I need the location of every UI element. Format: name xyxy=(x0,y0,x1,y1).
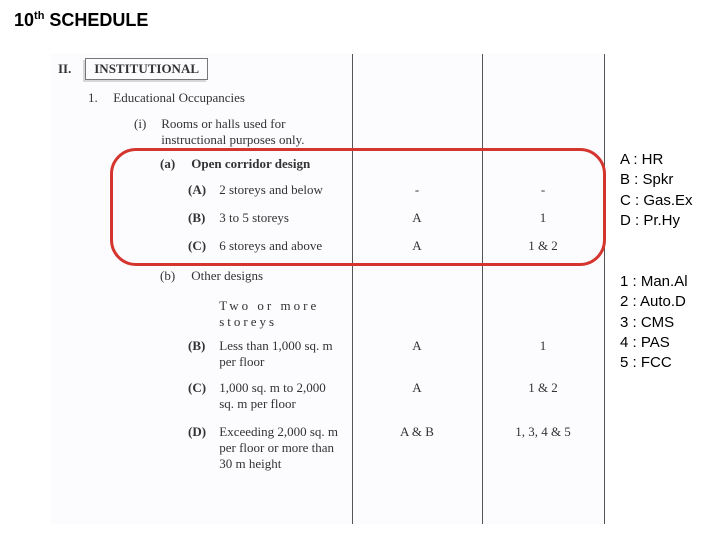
legend-A: A : HR xyxy=(620,150,693,170)
row-bD-col3: 1, 3, 4 & 5 xyxy=(482,424,604,440)
sub-a-paren: (a) xyxy=(160,156,188,172)
row-bC-col3: 1 & 2 xyxy=(482,380,604,396)
row-B-paren: (B) xyxy=(188,210,216,226)
column-divider-3 xyxy=(604,54,605,524)
heading-1: 1. Educational Occupancies xyxy=(88,90,245,106)
row-bD-text: Exceeding 2,000 sq. m per floor or more … xyxy=(219,424,339,472)
legend-1: 1 : Man.Al xyxy=(620,272,688,292)
legend-numbers: 1 : Man.Al 2 : Auto.D 3 : CMS 4 : PAS 5 … xyxy=(620,272,688,373)
row-C-col2: A xyxy=(352,238,482,254)
title-rest: SCHEDULE xyxy=(44,10,148,30)
row-C-col3: 1 & 2 xyxy=(482,238,604,254)
legend-C: C : Gas.Ex xyxy=(620,191,693,211)
row-bC-text: 1,000 sq. m to 2,000 sq. m per floor xyxy=(219,380,339,412)
item-i-text: Rooms or halls used for instructional pu… xyxy=(161,116,341,148)
row-bA0-text: Two or more storeys xyxy=(219,298,339,330)
row-bD: (D) Exceeding 2,000 sq. m per floor or m… xyxy=(188,424,348,472)
sub-a-text: Open corridor design xyxy=(191,156,310,171)
row-A-text: 2 storeys and below xyxy=(219,182,339,198)
legend-letters: A : HR B : Spkr C : Gas.Ex D : Pr.Hy xyxy=(620,150,693,231)
sub-b-text: Other designs xyxy=(191,268,263,283)
page-title: 10th SCHEDULE xyxy=(14,10,148,31)
row-A-paren: (A) xyxy=(188,182,216,198)
sub-b-paren: (b) xyxy=(160,268,188,284)
row-bA0: Two or more storeys xyxy=(188,298,348,330)
section-label: INSTITUTIONAL xyxy=(85,58,208,80)
row-B-col3: 1 xyxy=(482,210,604,226)
row-A-col2: - xyxy=(352,182,482,198)
row-bB-text: Less than 1,000 sq. m per floor xyxy=(219,338,339,370)
title-suffix: th xyxy=(34,10,44,22)
row-bB-paren: (B) xyxy=(188,338,216,354)
row-A-col3: - xyxy=(482,182,604,198)
row-B-col2: A xyxy=(352,210,482,226)
row-bC-col2: A xyxy=(352,380,482,396)
legend-3: 3 : CMS xyxy=(620,313,688,333)
column-divider-2 xyxy=(482,54,483,524)
row-bD-col2: A & B xyxy=(352,424,482,440)
sub-a: (a) Open corridor design xyxy=(160,156,310,172)
row-C: (C) 6 storeys and above xyxy=(188,238,348,254)
row-bC: (C) 1,000 sq. m to 2,000 sq. m per floor xyxy=(188,380,348,412)
row-A: (A) 2 storeys and below xyxy=(188,182,348,198)
row-B: (B) 3 to 5 storeys xyxy=(188,210,348,226)
row-bB: (B) Less than 1,000 sq. m per floor xyxy=(188,338,348,370)
schedule-page: II. INSTITUTIONAL 1. Educational Occupan… xyxy=(50,54,605,524)
item-i-paren: (i) xyxy=(134,116,158,132)
column-divider-1 xyxy=(352,54,353,524)
row-B-text: 3 to 5 storeys xyxy=(219,210,339,226)
row-bD-paren: (D) xyxy=(188,424,216,440)
row-bC-paren: (C) xyxy=(188,380,216,396)
item-i: (i) Rooms or halls used for instructiona… xyxy=(134,116,344,148)
row-bB-col2: A xyxy=(352,338,482,354)
legend-2: 2 : Auto.D xyxy=(620,292,688,312)
row-C-text: 6 storeys and above xyxy=(219,238,339,254)
row-bB-col3: 1 xyxy=(482,338,604,354)
section-header: II. INSTITUTIONAL xyxy=(58,58,208,80)
legend-D: D : Pr.Hy xyxy=(620,211,693,231)
sub-b: (b) Other designs xyxy=(160,268,263,284)
section-num: II. xyxy=(58,61,82,77)
legend-B: B : Spkr xyxy=(620,170,693,190)
title-prefix: 10 xyxy=(14,10,34,30)
h1-num: 1. xyxy=(88,90,110,106)
legend-5: 5 : FCC xyxy=(620,353,688,373)
legend-4: 4 : PAS xyxy=(620,333,688,353)
row-C-paren: (C) xyxy=(188,238,216,254)
h1-label: Educational Occupancies xyxy=(113,90,245,105)
